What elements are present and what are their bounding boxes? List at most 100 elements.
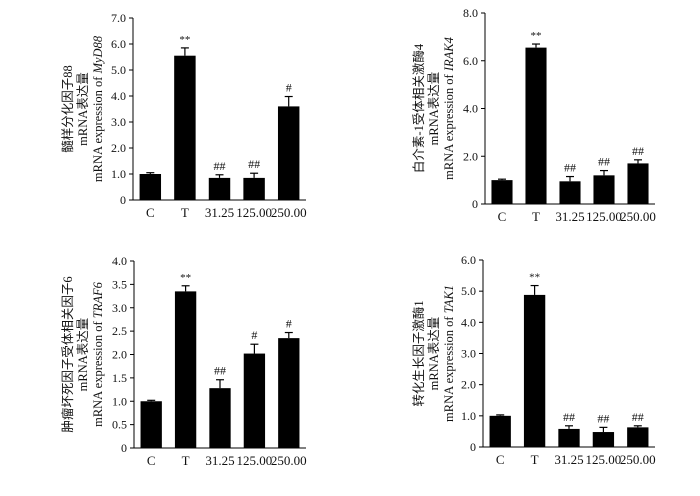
chart-3-bar	[140, 401, 162, 448]
chart-3-y-tick-label: 1.0	[112, 394, 127, 408]
chart-3-y-axis-title-line: 肿瘤坏死因子受体相关因子6	[60, 276, 75, 432]
chart-4-y-axis-title-line: 转化生长因子激酶1	[411, 300, 426, 406]
chart-2-y-tick-label: 4.0	[463, 102, 478, 116]
chart-3-y-axis-title-line: mRNA expression of TRAF6	[91, 281, 105, 427]
chart-3-y-tick-label: 3.0	[112, 301, 127, 315]
chart-1-significance-label: ##	[248, 157, 260, 171]
chart-2-y-axis-title-text: mRNA表达量	[427, 72, 441, 146]
chart-2-y-axis-title-line: 白介素-1受体相关激酶4	[411, 43, 426, 173]
chart-1-y-tick-label: 7.0	[111, 11, 126, 25]
chart-3-category-label: T	[182, 453, 190, 468]
chart-1-y-tick-label: 4.0	[111, 89, 126, 103]
chart-4-category-label: 250.00	[620, 452, 656, 467]
chart-4-y-tick-label: 5.0	[461, 284, 476, 298]
chart-3-bar	[174, 291, 197, 448]
chart-2-category-label: T	[532, 209, 540, 224]
chart-1-category-label: 125.00	[236, 205, 272, 220]
chart-3-y-tick-label: 2.5	[112, 324, 127, 338]
chart-1-y-tick-label: 5.0	[111, 63, 126, 77]
chart-2-y-tick-label: 8.0	[463, 6, 478, 20]
chart-1-bar	[139, 174, 162, 200]
chart-3-bar	[278, 338, 300, 448]
chart-3-bar	[243, 353, 266, 448]
chart-3-y-axis-title-gene: TRAF6	[91, 281, 105, 318]
chart-1-category-label: T	[181, 205, 189, 220]
chart-2-category-label: 125.00	[586, 209, 622, 224]
chart-2-bar	[525, 47, 547, 205]
chart-3-significance-label: #	[251, 328, 257, 342]
chart-2-category-label: 250.00	[620, 209, 656, 224]
chart-3-y-axis-title-text: mRNA expression of	[91, 318, 105, 427]
chart-1-y-axis-title-gene: MyD88	[91, 35, 105, 74]
chart-4-category-label: C	[496, 452, 505, 467]
chart-4-y-tick-label: 6.0	[461, 253, 476, 267]
chart-2-bar	[593, 175, 615, 204]
chart-4-y-axis-title-text: mRNA表达量	[427, 317, 441, 391]
chart-4-category-label: 125.00	[586, 452, 622, 467]
chart-3-y-axis-title-text: 肿瘤坏死因子受体相关因子6	[60, 276, 75, 432]
chart-3-significance-label: **	[180, 272, 191, 284]
chart-3-y-tick-label: 0.5	[112, 418, 127, 432]
chart-3-y-tick-label: 2.0	[112, 348, 127, 362]
chart-2-y-tick-label: 0	[472, 197, 478, 211]
chart-4-y-axis-title-line: mRNA expression of TAK1	[442, 285, 456, 422]
chart-2-y-axis-title-line: mRNA expression of IRAK4	[442, 37, 456, 180]
chart-1-y-axis-title-line: mRNA expression of MyD88	[91, 35, 105, 182]
chart-2-category-label: C	[498, 209, 507, 224]
chart-1-category-label: 31.25	[205, 205, 234, 220]
chart-3-y-tick-label: 1.5	[112, 371, 127, 385]
chart-1-y-tick-label: 2.0	[111, 141, 126, 155]
chart-1-bar	[174, 55, 196, 201]
chart-1-y-axis-title-text: mRNA表达量	[76, 72, 90, 146]
chart-3-significance-label: ##	[214, 364, 226, 378]
chart-4-category-label: 31.25	[554, 452, 583, 467]
chart-1-significance-label: **	[179, 34, 190, 46]
chart-4-y-tick-label: 4.0	[461, 315, 476, 329]
chart-1-y-tick-label: 0	[120, 193, 126, 207]
chart-3-y-tick-label: 0	[121, 441, 127, 455]
chart-2-y-axis-title-gene: IRAK4	[442, 37, 456, 72]
chart-1-y-axis-title-line: 髓样分化因子88	[60, 65, 75, 153]
chart-2-y-tick-label: 2.0	[463, 149, 478, 163]
chart-3-y-axis-title-text: mRNA表达量	[76, 318, 90, 392]
chart-4-significance-label: **	[529, 272, 540, 284]
chart-3-significance-label: #	[286, 317, 292, 331]
chart-1-y-axis-title-text: mRNA expression of	[91, 73, 105, 182]
chart-4-y-axis-title-line: mRNA表达量	[427, 317, 441, 391]
chart-1-y-axis-title-line: mRNA表达量	[76, 72, 90, 146]
chart-4-bar	[558, 428, 580, 447]
chart-4-bar	[592, 432, 615, 447]
chart-3-y-tick-label: 4.0	[112, 254, 127, 268]
chart-3-category-label: C	[147, 453, 156, 468]
chart-2-y-axis-title-text: mRNA expression of	[442, 71, 456, 180]
chart-2-bar	[559, 181, 581, 204]
chart-1-y-tick-label: 6.0	[111, 37, 126, 51]
chart-4-y-tick-label: 3.0	[461, 347, 476, 361]
chart-3-category-label: 31.25	[205, 453, 234, 468]
chart-1-bar	[243, 177, 265, 200]
chart-4-y-axis-title-gene: TAK1	[442, 285, 456, 313]
chart-4-y-axis-title-text: mRNA expression of	[442, 313, 456, 422]
chart-1-y-axis-title-text: 髓样分化因子88	[60, 65, 75, 153]
chart-1-bar	[277, 106, 300, 200]
chart-2-y-axis-title-line: mRNA表达量	[427, 72, 441, 146]
chart-3-y-tick-label: 3.5	[112, 277, 127, 291]
chart-2-y-axis-title-text: 白介素-1受体相关激酶4	[411, 43, 426, 173]
chart-2-significance-label: ##	[632, 144, 644, 158]
chart-4-bar	[523, 294, 546, 447]
chart-4-significance-label: ##	[597, 411, 609, 425]
chart-2-bar	[491, 180, 513, 204]
chart-2-category-label: 31.25	[555, 209, 584, 224]
chart-1-category-label: 250.00	[271, 205, 307, 220]
chart-1-y-tick-label: 1.0	[111, 167, 126, 181]
chart-2-bar	[627, 163, 649, 204]
chart-4-significance-label: ##	[563, 410, 575, 424]
chart-2-y-tick-label: 6.0	[463, 54, 478, 68]
chart-3-bar	[209, 388, 231, 448]
chart-3-category-label: 125.00	[237, 453, 273, 468]
chart-4-y-tick-label: 0	[470, 440, 476, 454]
chart-1-bar	[208, 177, 231, 200]
chart-1-significance-label: ##	[214, 159, 226, 173]
chart-1-y-tick-label: 3.0	[111, 115, 126, 129]
